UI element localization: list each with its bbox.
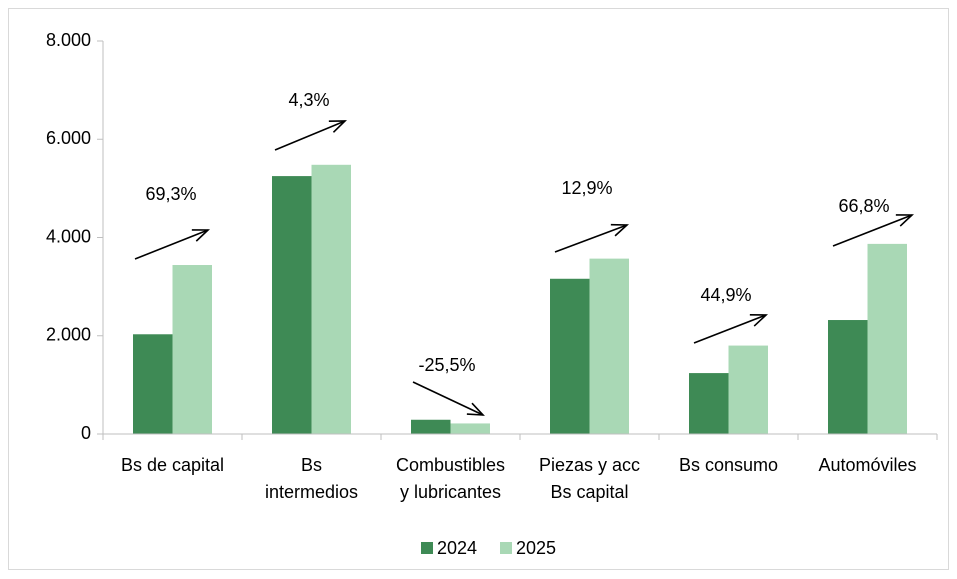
y-tick-label: 0 xyxy=(81,423,91,443)
annotation-arrow xyxy=(412,381,483,415)
annotation: -25,5% xyxy=(418,355,475,375)
annotation-arrow xyxy=(832,215,912,247)
x-tick-label: Piezas y acc Bs capital xyxy=(539,455,640,502)
bar xyxy=(450,423,490,434)
legend-label: 2025 xyxy=(516,538,556,558)
y-tick-label: 6.000 xyxy=(46,128,91,148)
y-tick-label: 2.000 xyxy=(46,325,91,345)
y-tick-label: 8.000 xyxy=(46,30,91,50)
bar xyxy=(689,373,729,434)
bar xyxy=(411,419,451,434)
bar xyxy=(550,278,590,434)
annotation: 44,9% xyxy=(700,285,751,305)
x-tick-label: Bs consumo xyxy=(679,455,778,475)
bar xyxy=(272,176,312,434)
annotation: 4,3% xyxy=(288,90,329,110)
annotation: 12,9% xyxy=(561,178,612,198)
annotation: 69,3% xyxy=(145,184,196,204)
x-tick-label: Combustibles y lubricantes xyxy=(396,455,505,502)
legend-swatch xyxy=(421,542,433,554)
bar xyxy=(728,345,768,434)
chart-frame xyxy=(8,8,949,570)
legend-label: 2024 xyxy=(437,538,477,558)
legend-swatch xyxy=(500,542,512,554)
bar xyxy=(589,258,629,434)
x-tick-label: Bs intermedios xyxy=(265,455,358,502)
annotation: 66,8% xyxy=(838,196,889,216)
bar xyxy=(828,320,868,434)
x-tick-label: Automóviles xyxy=(818,455,916,475)
annotation-arrow xyxy=(134,230,208,260)
annotation-arrow xyxy=(274,121,345,151)
x-tick-label: Bs de capital xyxy=(121,455,224,475)
annotation-arrow xyxy=(554,225,627,253)
annotation-arrow xyxy=(693,315,766,344)
bar xyxy=(133,334,173,434)
y-tick-label: 4.000 xyxy=(46,226,91,246)
bar xyxy=(172,265,212,434)
bar xyxy=(867,243,907,434)
bar xyxy=(311,164,351,435)
